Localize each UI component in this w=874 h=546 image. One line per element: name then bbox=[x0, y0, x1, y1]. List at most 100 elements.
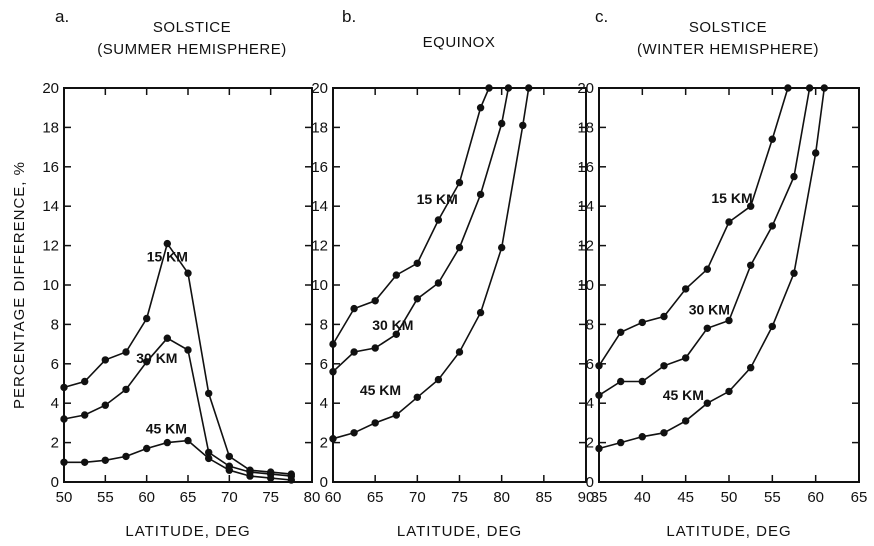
y-tick-label: 0 bbox=[51, 474, 59, 491]
data-point bbox=[820, 84, 828, 92]
data-point bbox=[681, 285, 690, 293]
data-point bbox=[350, 429, 358, 437]
panel-letter: c. bbox=[595, 7, 608, 26]
data-point bbox=[498, 119, 506, 128]
chart-panels: a. SOLSTICE (SUMMER HEMISPHERE) 0 2 4 6 8 10 12 14… bbox=[42, 7, 867, 540]
data-point bbox=[101, 401, 110, 409]
x-tick-label: 75 bbox=[451, 489, 468, 506]
x-tick-label: 70 bbox=[221, 489, 238, 506]
data-point bbox=[725, 387, 733, 396]
series-label: 30 KM bbox=[136, 350, 177, 366]
data-point bbox=[455, 178, 464, 187]
data-point bbox=[246, 472, 254, 480]
data-point bbox=[184, 269, 192, 277]
y-tick-label: 20 bbox=[311, 80, 328, 97]
series-line-45km bbox=[598, 87, 826, 450]
x-tick-label: 65 bbox=[180, 489, 197, 506]
x-tick-label: 55 bbox=[764, 489, 781, 506]
y-tick-label: 14 bbox=[577, 198, 594, 215]
data-point bbox=[434, 279, 443, 287]
data-point bbox=[524, 84, 533, 92]
data-point bbox=[163, 438, 172, 447]
y-tick-label: 16 bbox=[42, 159, 59, 176]
panel-title: SOLSTICE bbox=[689, 19, 767, 36]
panel-title: SOLSTICE bbox=[153, 19, 231, 36]
x-tick-label: 70 bbox=[409, 489, 426, 506]
series-label: 30 KM bbox=[689, 301, 730, 317]
data-point bbox=[595, 362, 603, 370]
plot-frame bbox=[332, 87, 587, 483]
data-point bbox=[122, 452, 130, 461]
data-point bbox=[805, 84, 814, 92]
x-tick-label: 65 bbox=[367, 489, 384, 506]
series-line-15km bbox=[598, 87, 789, 367]
data-point bbox=[746, 202, 755, 210]
data-point bbox=[455, 243, 464, 252]
data-point bbox=[638, 433, 646, 441]
data-point bbox=[371, 344, 379, 352]
x-axis-label: LATITUDE, DEG bbox=[397, 523, 522, 540]
data-point bbox=[80, 411, 89, 419]
series-line-15km bbox=[63, 241, 292, 475]
x-tick-label: 80 bbox=[493, 489, 510, 506]
y-tick-label: 2 bbox=[320, 435, 328, 452]
y-tick-label: 4 bbox=[320, 395, 328, 412]
panel-title: (SUMMER HEMISPHERE) bbox=[97, 41, 287, 58]
data-point bbox=[371, 419, 379, 427]
data-point bbox=[143, 358, 151, 366]
data-point bbox=[329, 435, 337, 443]
y-tick-label: 16 bbox=[577, 159, 594, 176]
x-tick-label: 90 bbox=[578, 489, 595, 506]
data-point bbox=[371, 297, 379, 305]
data-point bbox=[392, 411, 400, 419]
data-point bbox=[595, 391, 603, 399]
data-point bbox=[60, 383, 68, 392]
series-line-30km bbox=[598, 87, 811, 396]
x-tick-label: 45 bbox=[677, 489, 694, 506]
data-point bbox=[225, 466, 234, 474]
y-tick-label: 4 bbox=[586, 395, 594, 412]
data-point bbox=[519, 121, 527, 130]
data-point bbox=[616, 377, 625, 386]
series-line-45km bbox=[64, 439, 292, 481]
data-point bbox=[681, 417, 690, 425]
y-tick-label: 8 bbox=[51, 316, 59, 333]
data-point bbox=[476, 103, 485, 112]
series-label: 45 KM bbox=[360, 382, 401, 398]
data-point bbox=[143, 444, 151, 453]
y-tick-label: 10 bbox=[311, 277, 328, 294]
series-line-30km bbox=[63, 337, 292, 477]
data-point bbox=[184, 346, 192, 354]
data-point bbox=[350, 304, 358, 313]
y-axis-label: PERCENTAGE DIFFERENCE, % bbox=[11, 161, 28, 409]
data-point bbox=[434, 216, 443, 224]
data-point bbox=[392, 271, 400, 279]
y-tick-label: 12 bbox=[311, 238, 328, 255]
data-point bbox=[616, 438, 625, 447]
y-tick-label: 6 bbox=[586, 356, 594, 373]
y-tick-label: 6 bbox=[320, 356, 328, 373]
panel-1: a. SOLSTICE (SUMMER HEMISPHERE) 0 2 4 6 8 10 12 14… bbox=[42, 7, 320, 540]
y-tick-label: 18 bbox=[577, 119, 594, 136]
x-tick-label: 60 bbox=[807, 489, 824, 506]
data-point bbox=[184, 436, 192, 445]
x-tick-label: 50 bbox=[721, 489, 738, 506]
series-label: 15 KM bbox=[417, 191, 458, 207]
data-point bbox=[101, 456, 110, 464]
data-point bbox=[329, 340, 337, 348]
y-tick-label: 12 bbox=[577, 238, 594, 255]
data-point bbox=[595, 444, 603, 453]
data-point bbox=[616, 328, 625, 336]
y-tick-label: 18 bbox=[311, 119, 328, 136]
x-tick-label: 50 bbox=[56, 489, 73, 506]
x-axis-label: LATITUDE, DEG bbox=[125, 523, 250, 540]
data-point bbox=[703, 324, 711, 332]
data-point bbox=[225, 452, 234, 461]
data-point bbox=[413, 259, 421, 267]
data-point bbox=[329, 368, 337, 376]
panel-3: c. SOLSTICE (WINTER HEMISPHERE) 0 2 4 6 8 10 12 14… bbox=[577, 7, 867, 540]
data-point bbox=[504, 84, 513, 92]
data-point bbox=[287, 476, 295, 484]
